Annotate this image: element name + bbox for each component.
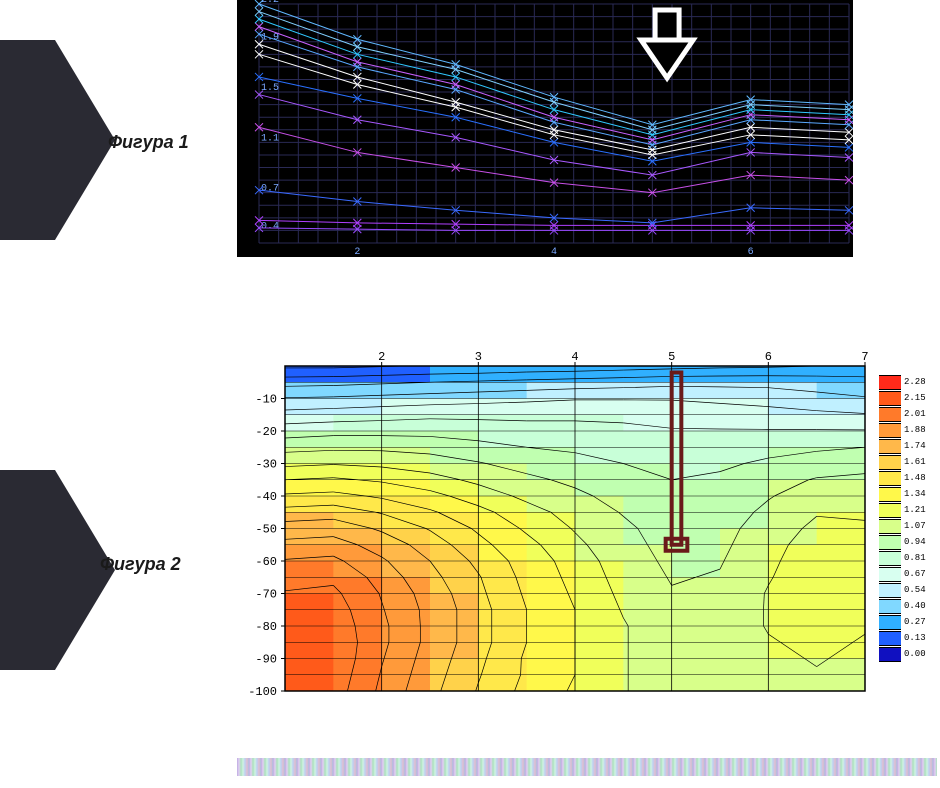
svg-text:0.4: 0.4 [261, 221, 279, 232]
figure2-label: Фигура 2 [100, 554, 181, 575]
legend-row: 0.40 [879, 598, 937, 614]
legend-value: 1.34 [904, 489, 926, 499]
legend-value: 1.48 [904, 473, 926, 483]
nav-arrow-2 [0, 470, 115, 670]
legend-row: 0.67 [879, 566, 937, 582]
svg-text:4: 4 [551, 247, 557, 257]
legend-row: 1.61 [879, 454, 937, 470]
svg-text:-30: -30 [255, 458, 277, 472]
legend-row: 1.88 [879, 422, 937, 438]
legend-row: 2.01 [879, 406, 937, 422]
svg-text:0.7: 0.7 [261, 184, 279, 195]
figure2-legend: 2.28 2.15 2.01 1.88 1.74 1.61 1.48 1.34 1.21 1.07… [879, 374, 937, 662]
legend-value: 1.21 [904, 505, 926, 515]
legend-row: 1.07 [879, 518, 937, 534]
svg-text:-100: -100 [248, 685, 277, 699]
legend-value: 0.13 [904, 633, 926, 643]
svg-text:6: 6 [765, 350, 772, 364]
figure1-chart: 0.40.71.11.51.92.2246 [237, 0, 853, 257]
svg-text:1.5: 1.5 [261, 83, 279, 94]
legend-row: 0.27 [879, 614, 937, 630]
svg-text:-70: -70 [255, 588, 277, 602]
svg-text:-20: -20 [255, 425, 277, 439]
legend-row: 0.94 [879, 534, 937, 550]
legend-row: 0.00 [879, 646, 937, 662]
nav-arrow-1 [0, 40, 115, 240]
svg-text:-50: -50 [255, 523, 277, 537]
svg-text:-60: -60 [255, 555, 277, 569]
legend-value: 2.28 [904, 377, 926, 387]
legend-value: 0.54 [904, 585, 926, 595]
legend-value: 1.88 [904, 425, 926, 435]
svg-text:7: 7 [861, 350, 868, 364]
legend-value: 1.74 [904, 441, 926, 451]
svg-text:-90: -90 [255, 653, 277, 667]
svg-text:2: 2 [354, 247, 360, 257]
figure1-label: Фигура 1 [108, 132, 189, 153]
legend-row: 1.48 [879, 470, 937, 486]
legend-value: 0.67 [904, 569, 926, 579]
svg-text:-40: -40 [255, 490, 277, 504]
arrow-annotation-icon [641, 10, 693, 78]
svg-text:3: 3 [475, 350, 482, 364]
svg-text:4: 4 [571, 350, 578, 364]
legend-row: 1.74 [879, 438, 937, 454]
legend-row: 0.81 [879, 550, 937, 566]
legend-row: 2.15 [879, 390, 937, 406]
noise-band [237, 758, 937, 776]
legend-value: 1.61 [904, 457, 926, 467]
legend-value: 0.81 [904, 553, 926, 563]
svg-text:6: 6 [748, 247, 754, 257]
legend-row: 0.54 [879, 582, 937, 598]
legend-row: 2.28 [879, 374, 937, 390]
svg-text:2.2: 2.2 [261, 0, 279, 6]
svg-text:-80: -80 [255, 620, 277, 634]
legend-value: 2.15 [904, 393, 926, 403]
legend-value: 0.94 [904, 537, 926, 547]
figure2-chart: 2 3 4 5 6 7 -10 -20 -30 -40 -50 -60 -70 -80 -90 -100 2.… [237, 344, 937, 699]
svg-text:1.1: 1.1 [261, 133, 279, 144]
legend-value: 0.40 [904, 601, 926, 611]
svg-text:5: 5 [668, 350, 675, 364]
legend-value: 2.01 [904, 409, 926, 419]
legend-row: 0.13 [879, 630, 937, 646]
legend-row: 1.21 [879, 502, 937, 518]
legend-row: 1.34 [879, 486, 937, 502]
svg-text:-10: -10 [255, 393, 277, 407]
legend-value: 0.27 [904, 617, 926, 627]
svg-text:2: 2 [378, 350, 385, 364]
legend-value: 0.00 [904, 649, 926, 659]
legend-value: 1.07 [904, 521, 926, 531]
